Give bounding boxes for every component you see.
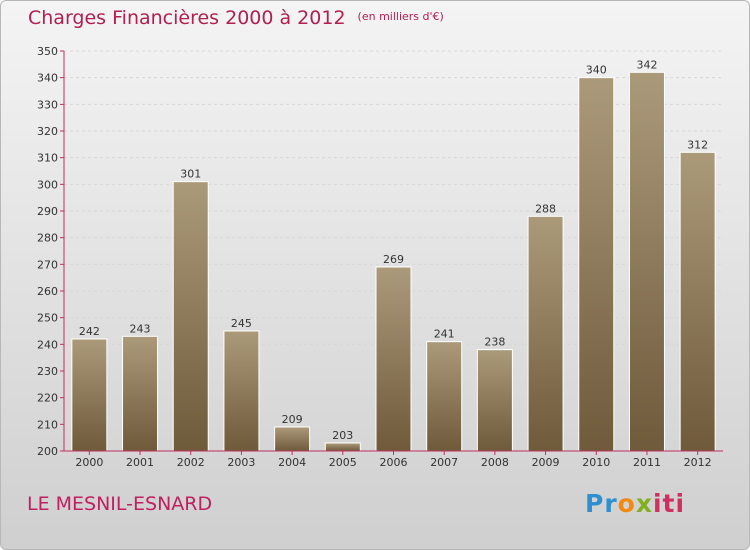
bar	[628, 71, 665, 452]
bar	[274, 426, 311, 452]
x-tick-label: 2008	[481, 456, 509, 469]
bar	[476, 349, 513, 452]
bar-value-label: 241	[434, 328, 455, 341]
y-tick-label: 200	[37, 445, 58, 458]
bar	[679, 151, 716, 452]
y-tick-label: 250	[37, 312, 58, 325]
bar-value-label: 245	[231, 317, 252, 330]
bar	[426, 341, 463, 452]
y-tick-label: 260	[37, 285, 58, 298]
x-tick-label: 2011	[633, 456, 661, 469]
chart-subtitle: (en milliers d'€)	[357, 10, 444, 23]
bar-value-label: 238	[484, 336, 505, 349]
bar-value-label: 312	[687, 138, 708, 151]
bar-value-label: 342	[636, 58, 657, 71]
commune-name: LE MESNIL-ESNARD	[27, 493, 213, 515]
y-tick-label: 280	[37, 232, 58, 245]
x-tick-label: 2002	[177, 456, 205, 469]
chart-title-block: Charges Financières 2000 à 2012 (en milli…	[28, 7, 444, 29]
y-tick-label: 240	[37, 338, 58, 351]
bar	[324, 442, 361, 452]
labels: 200 210 220 230 240 250 260 270 280 290 300 310 320 3…	[37, 45, 712, 469]
bar	[71, 338, 108, 452]
y-tick-label: 350	[37, 45, 58, 58]
x-tick-label: 2007	[430, 456, 458, 469]
y-tick-label: 340	[37, 72, 58, 85]
x-tick-label: 2010	[582, 456, 610, 469]
chart-title: Charges Financières 2000 à 2012	[28, 7, 346, 29]
y-tick-label: 300	[37, 178, 58, 191]
bar-value-label: 269	[383, 253, 404, 266]
y-tick-label: 210	[37, 418, 58, 431]
x-tick-label: 2004	[278, 456, 306, 469]
x-tick-label: 2012	[684, 456, 712, 469]
x-tick-label: 2003	[227, 456, 255, 469]
y-tick-label: 320	[37, 125, 58, 138]
bar-value-label: 301	[180, 168, 201, 181]
bars	[71, 71, 716, 452]
x-tick-label: 2009	[532, 456, 560, 469]
y-tick-label: 220	[37, 392, 58, 405]
x-tick-label: 2001	[126, 456, 154, 469]
bar-value-label: 288	[535, 202, 556, 215]
bar	[375, 266, 412, 452]
bar-value-label: 209	[282, 413, 303, 426]
x-tick-label: 2006	[380, 456, 408, 469]
y-tick-label: 310	[37, 152, 58, 165]
bar-value-label: 340	[586, 64, 607, 77]
bar	[527, 215, 564, 452]
y-tick-label: 270	[37, 258, 58, 271]
bar	[223, 330, 260, 452]
axes	[60, 50, 723, 455]
x-tick-label: 2005	[329, 456, 357, 469]
x-tick-label: 2000	[75, 456, 103, 469]
bar-value-label: 242	[79, 325, 100, 338]
y-tick-label: 230	[37, 365, 58, 378]
bar-value-label: 203	[332, 429, 353, 442]
y-tick-label: 330	[37, 98, 58, 111]
bar-value-label: 243	[130, 322, 151, 335]
bar	[578, 77, 615, 452]
bar	[122, 335, 159, 452]
bar	[172, 181, 209, 452]
y-tick-label: 290	[37, 205, 58, 218]
proxiti-logo[interactable]: Proxiti	[585, 489, 686, 518]
